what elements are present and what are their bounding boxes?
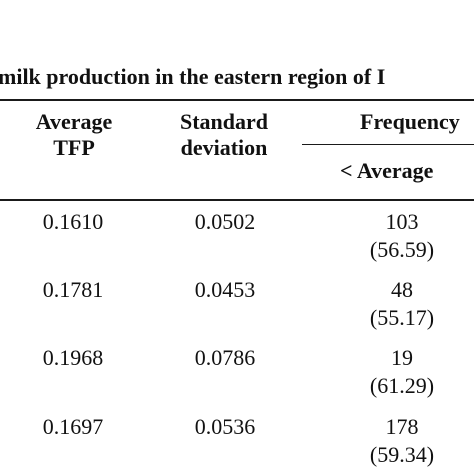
table-cell-average-tfp: 0.1610 [42,209,104,234]
header-average-tfp: Average TFP [20,109,128,161]
header-frequency: Frequency [360,109,460,134]
frequency-count: 103 [385,209,419,234]
frequency-count: 19 [391,345,413,370]
frequency-count: 48 [391,277,413,302]
header-standard-deviation-line1: Standard [179,109,269,134]
table-cell-standard-deviation: 0.0453 [194,277,256,302]
table-cell-average-tfp: 0.1968 [42,345,104,370]
table-cell-frequency: 178 (59.34) [346,413,458,469]
header-average-tfp-line2: TFP [53,135,95,160]
frequency-sub-rule [302,144,474,145]
header-standard-deviation-line2: deviation [180,135,268,160]
table-cell-standard-deviation: 0.0536 [194,414,256,439]
frequency-percent: (55.17) [369,305,435,330]
header-below-average: < Average [340,158,434,183]
header-bottom-rule [0,199,474,201]
table-cell-average-tfp: 0.1781 [42,277,104,302]
frequency-percent: (59.34) [369,442,435,467]
table-cell-standard-deviation: 0.0786 [194,345,256,370]
frequency-count: 178 [385,414,419,439]
table-cell-average-tfp: 0.1697 [42,414,104,439]
table-caption: milk production in the eastern region of… [0,64,386,89]
table-cell-frequency: 103 (56.59) [346,208,458,264]
table-cell-standard-deviation: 0.0502 [194,209,256,234]
table-cell-frequency: 19 (61.29) [346,344,458,400]
header-standard-deviation: Standard deviation [160,109,288,161]
frequency-percent: (61.29) [369,373,435,398]
header-average-tfp-line1: Average [35,109,113,134]
table-top-rule [0,99,474,101]
frequency-percent: (56.59) [369,237,435,262]
table-cell-frequency: 48 (55.17) [346,276,458,332]
